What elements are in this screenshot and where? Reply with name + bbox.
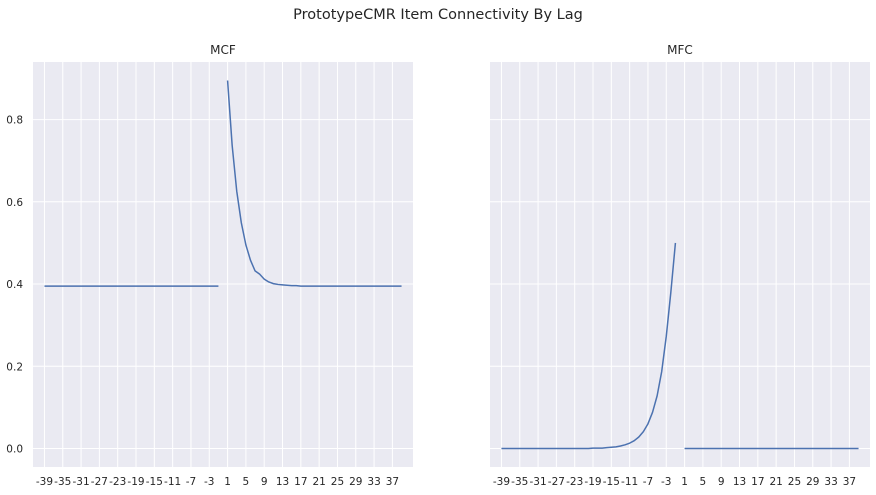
series-lines [44,80,402,287]
y-tick-label: 0.4 [6,279,23,291]
x-tick-label: -3 [661,476,671,488]
subplot-mcf: -39 -35 -31 -27 -23 -19 -15 -11 -7 -3 1 5 9 13 17 21 25 2… [6,43,413,488]
series-line-segment [501,242,677,450]
x-tick-label: -15 [603,476,620,488]
x-tick-label: -39 [36,476,53,488]
figure-title: PrototypeCMR Item Connectivity By Lag [293,7,583,23]
x-tick-label: -35 [511,476,528,488]
x-tick-label: -7 [186,476,196,488]
x-tick-label: -11 [621,476,638,488]
x-tick-label: -31 [72,476,89,488]
x-tick-label: 1 [224,476,231,488]
x-tick-label: 9 [261,476,268,488]
x-tick-label: 21 [312,476,325,488]
x-tick-label: 13 [276,476,289,488]
x-tick-label: 29 [806,476,819,488]
x-tick-label: 1 [681,476,688,488]
x-tick-label: -27 [91,476,108,488]
x-tick-label: 37 [386,476,399,488]
subplot-title: MFC [667,43,693,57]
x-tick-label: 9 [718,476,725,488]
y-tick-label: 0.2 [6,361,23,373]
y-tick-label: 0.6 [6,197,23,209]
x-tick-label: 33 [367,476,380,488]
subplot-mfc: -39 -35 -31 -27 -23 -19 -15 -11 -7 -3 1 5 9 13 17 21 25 2… [490,43,870,488]
x-tick-label: -39 [493,476,510,488]
series-lines [501,242,859,450]
x-tick-label: -23 [566,476,583,488]
x-tick-label: -27 [548,476,565,488]
y-tick-labels: 0.0 0.2 0.4 0.6 0.8 [6,115,23,456]
x-tick-label: -19 [127,476,144,488]
x-tick-labels: -39 -35 -31 -27 -23 -19 -15 -11 -7 -3 1 5 9 13 17 21 25 2… [36,476,399,488]
x-tick-label: 29 [349,476,362,488]
x-tick-label: -3 [204,476,214,488]
x-tick-label: -23 [109,476,126,488]
x-tick-label: 37 [843,476,856,488]
x-tick-label: 25 [331,476,344,488]
x-tick-label: -11 [164,476,181,488]
x-tick-label: -31 [529,476,546,488]
x-tick-label: 17 [751,476,764,488]
x-tick-label: -7 [643,476,653,488]
y-tick-label: 0.8 [6,115,23,127]
x-tick-label: 33 [824,476,837,488]
x-tick-label: 13 [733,476,746,488]
x-tick-label: 5 [700,476,707,488]
subplot-title: MCF [210,43,236,57]
y-tick-label: 0.0 [6,443,23,455]
plot-area [490,62,870,467]
grid-lines [33,62,413,467]
x-tick-label: 21 [769,476,782,488]
x-tick-label: 17 [294,476,307,488]
series-line-segment [226,80,402,287]
x-tick-label: 5 [243,476,250,488]
x-tick-labels: -39 -35 -31 -27 -23 -19 -15 -11 -7 -3 1 5 9 13 17 21 25 2… [493,476,856,488]
x-tick-label: -15 [146,476,163,488]
plot-area [33,62,413,467]
x-tick-label: 25 [788,476,801,488]
x-tick-label: -19 [584,476,601,488]
x-tick-label: -35 [54,476,71,488]
